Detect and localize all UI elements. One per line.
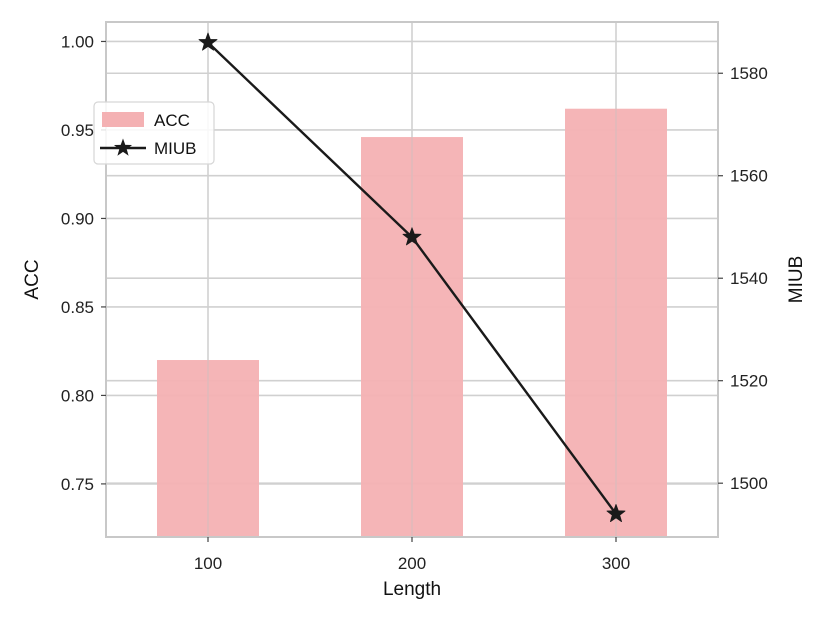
legend-label-miub: MIUB	[154, 139, 197, 158]
legend-label-acc: ACC	[154, 111, 190, 130]
legend-star-icon	[113, 138, 133, 156]
x-axis-title: Length	[383, 579, 441, 600]
right-tick-label: 1580	[730, 64, 768, 83]
left-tick-label: 0.90	[61, 209, 94, 228]
line-layer	[198, 32, 626, 523]
right-tick-label: 1500	[730, 474, 768, 493]
legend-swatch-acc	[102, 112, 144, 127]
x-tick-label: 300	[602, 554, 630, 573]
axes-layer: 0.75 0.80 0.85 0.90 0.95 1.00 1500 1520 1540 1560…	[61, 21, 768, 573]
left-tick-label: 0.75	[61, 475, 94, 494]
left-tick-label: 0.95	[61, 121, 94, 140]
left-tick-label: 1.00	[61, 32, 94, 51]
bars-layer	[157, 108, 667, 538]
x-tick-label: 100	[194, 554, 222, 573]
right-tick-label: 1520	[730, 372, 768, 391]
right-tick-label: 1540	[730, 269, 768, 288]
miub-point	[198, 32, 218, 51]
right-y-axis-title: MIUB	[786, 256, 807, 304]
x-tick-label: 200	[398, 554, 426, 573]
left-tick-label: 0.80	[61, 386, 94, 405]
legend: ACC MIUB	[93, 101, 215, 165]
miub-point	[402, 227, 422, 246]
left-tick-label: 0.85	[61, 298, 94, 317]
miub-point	[606, 504, 626, 523]
right-tick-label: 1560	[730, 167, 768, 186]
left-y-axis-title: ACC	[22, 259, 43, 299]
